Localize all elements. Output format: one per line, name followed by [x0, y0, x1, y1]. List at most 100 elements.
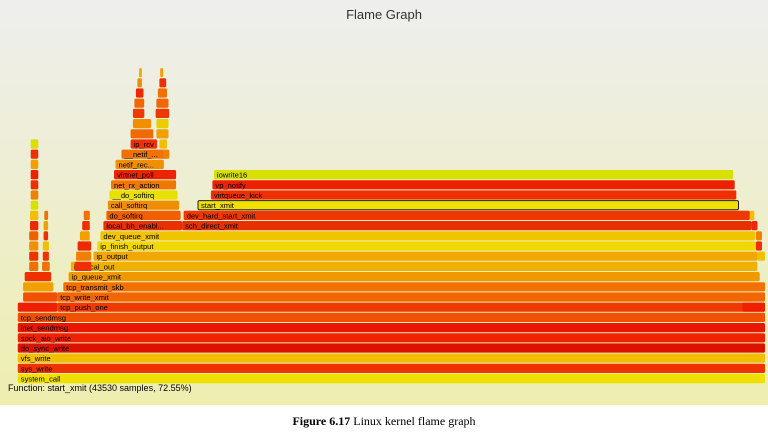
frame-unnamed-47[interactable] [23, 292, 58, 302]
frame-unnamed-56[interactable] [30, 200, 39, 210]
frame-inet-sendmsg[interactable] [17, 323, 766, 333]
frame-vp-notify[interactable] [212, 180, 735, 190]
frame-sch-direct-xmit[interactable] [182, 221, 752, 231]
frame-label: do_softirq [109, 211, 142, 220]
frame-unnamed-33[interactable] [155, 108, 170, 118]
frame-unnamed-48[interactable] [23, 282, 54, 292]
frame-label: start_xmit [201, 201, 235, 210]
frame-unnamed-42[interactable] [159, 139, 167, 149]
frame-unnamed-39[interactable] [159, 78, 167, 88]
frame-label: tcp_write_xmit [60, 293, 109, 302]
frame-tcp-push-one[interactable] [57, 302, 765, 312]
frame-unnamed-30[interactable] [130, 129, 154, 139]
frame-unnamed-52[interactable] [29, 241, 39, 251]
frame-label: ip_queue_xmit [72, 273, 122, 282]
frame-label: inet_sendmsg [21, 324, 68, 333]
frame-unnamed-55[interactable] [30, 210, 39, 220]
frame-unnamed-53[interactable] [29, 231, 39, 241]
frame-ip-queue-xmit[interactable] [68, 272, 760, 282]
frame-label: ip_rcv [134, 140, 154, 149]
frame-unnamed-51[interactable] [29, 251, 39, 261]
frame-unnamed-57[interactable] [30, 190, 39, 200]
frame-label: virtnet_poll [117, 171, 154, 180]
frame-unnamed-45[interactable] [160, 68, 164, 78]
frame-unnamed-54[interactable] [30, 221, 39, 231]
frame-unnamed-31[interactable] [132, 119, 152, 129]
frame-do-softirq[interactable] [109, 190, 178, 200]
frame-unnamed-74[interactable] [83, 210, 90, 220]
frame-system-call[interactable] [17, 374, 766, 384]
frame-netif-rec[interactable] [115, 159, 164, 169]
frame-unnamed-61[interactable] [30, 149, 39, 159]
frame-unnamed-63[interactable] [42, 261, 50, 271]
frame-net-rx-action[interactable] [111, 180, 177, 190]
frame-unnamed-75[interactable] [742, 302, 765, 312]
frame-label: netif_rec... [119, 160, 154, 169]
frame-vfs-write[interactable] [17, 353, 766, 363]
frame-label: ip_finish_output [100, 242, 154, 251]
frame-unnamed-43[interactable] [163, 149, 170, 159]
frame-unnamed-60[interactable] [30, 159, 39, 169]
figure-caption-text: Linux kernel flame graph [353, 414, 476, 428]
chart-title: Flame Graph [346, 7, 422, 22]
frame-unnamed-80[interactable] [749, 210, 755, 220]
frame-dev-hard-start-xmit[interactable] [183, 210, 750, 220]
frame-tcp-transmit-skb[interactable] [63, 282, 766, 292]
frame-unnamed-38[interactable] [137, 78, 142, 88]
frame-unnamed-49[interactable] [24, 272, 52, 282]
frame-unnamed-76[interactable] [757, 251, 765, 261]
frame-unnamed-50[interactable] [29, 261, 39, 271]
frame-unnamed-72[interactable] [79, 231, 90, 241]
frame-unnamed-73[interactable] [82, 221, 90, 231]
frame-local-bh-enabl[interactable] [103, 221, 183, 231]
frame-unnamed-71[interactable] [77, 241, 92, 251]
frame-label: virtqueue_kick [214, 191, 263, 200]
frame-unnamed-44[interactable] [139, 68, 142, 78]
frame-sys-write[interactable] [17, 363, 766, 373]
frame-virtqueue-kick[interactable] [210, 190, 737, 200]
frame-do-sync-write[interactable] [17, 343, 766, 353]
frame-label: call_softirq [111, 201, 147, 210]
frame-unnamed-79[interactable] [751, 221, 758, 231]
frame-tcp-write-xmit[interactable] [57, 292, 765, 302]
frame-unnamed-32[interactable] [132, 108, 145, 118]
frame-ip-finish-output[interactable] [97, 241, 756, 251]
frame-unnamed-68[interactable] [44, 210, 49, 220]
frame-unnamed-46[interactable] [17, 302, 58, 312]
frame-unnamed-69[interactable] [74, 261, 92, 271]
frame-ip-output[interactable] [93, 251, 758, 261]
frame-unnamed-67[interactable] [43, 221, 49, 231]
frame-unnamed-66[interactable] [43, 231, 49, 241]
frame-unnamed-78[interactable] [755, 231, 762, 241]
frame-label: tcp_push_one [60, 303, 108, 312]
frame-unnamed-58[interactable] [30, 180, 39, 190]
frame-netif[interactable] [121, 149, 167, 159]
frame-unnamed-40[interactable] [156, 129, 169, 139]
frame-unnamed-65[interactable] [42, 241, 49, 251]
frame-dev-queue-xmit[interactable] [100, 231, 756, 241]
frame-unnamed-70[interactable] [76, 251, 92, 261]
frame-start-xmit[interactable] [197, 200, 739, 211]
frame-unnamed-34[interactable] [134, 98, 145, 108]
frame-label: sys_write [21, 364, 53, 373]
frame-iowrite16[interactable] [213, 170, 734, 180]
frame-label: sch_direct_xmit [185, 222, 239, 231]
frame-ip-rcv[interactable] [130, 139, 158, 149]
frame-unnamed-35[interactable] [156, 98, 169, 108]
frame-label: iowrite16 [217, 171, 247, 180]
frame-call-softirq[interactable] [107, 200, 180, 210]
flame-graph: Flame Graph system_call sys_writevfs_writ… [0, 0, 768, 405]
frame-unnamed-59[interactable] [30, 170, 39, 180]
frame-label: dev_queue_xmit [103, 232, 160, 241]
frame-unnamed-64[interactable] [42, 251, 49, 261]
frame-tcp-sendmsg[interactable] [17, 312, 766, 322]
frame-ip-local-out[interactable] [70, 261, 758, 271]
frame-unnamed-41[interactable] [156, 119, 169, 129]
frame-virtnet-poll[interactable] [114, 170, 177, 180]
frame-sock-aio-write[interactable] [17, 333, 766, 343]
frame-unnamed-77[interactable] [755, 241, 762, 251]
frame-unnamed-62[interactable] [30, 139, 39, 149]
frame-unnamed-36[interactable] [135, 88, 144, 98]
frame-unnamed-37[interactable] [157, 88, 167, 98]
frame-do-softirq[interactable] [106, 210, 181, 220]
